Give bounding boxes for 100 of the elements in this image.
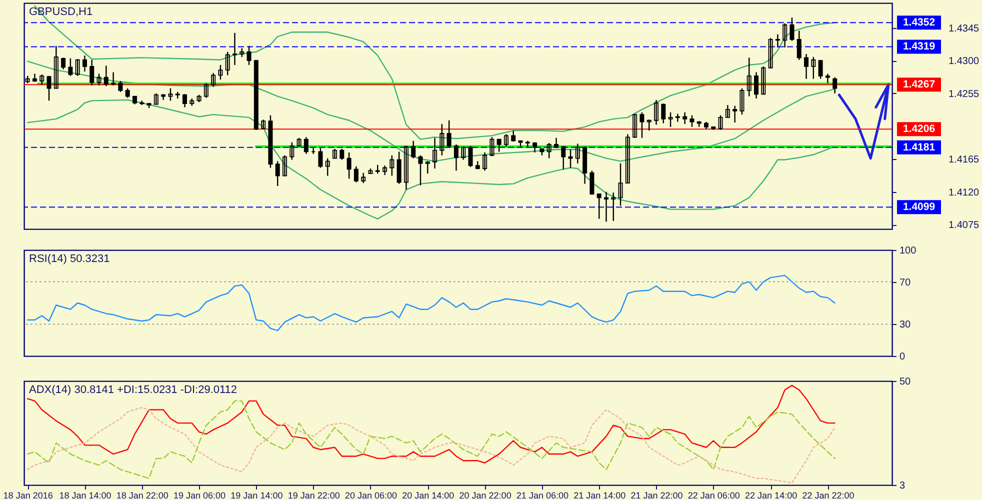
candlestick: [790, 16, 794, 42]
candlestick: [168, 88, 173, 102]
candlestick: [511, 130, 516, 142]
candlestick: [532, 142, 538, 154]
candlestick: [490, 136, 494, 157]
candlestick: [754, 72, 759, 100]
x-tick-label: 21 Jan 06:00: [516, 490, 568, 500]
line-series: [26, 274, 836, 332]
candlestick: [432, 137, 438, 170]
candlestick: [404, 145, 408, 190]
x-tick-label: 19 Jan 14:00: [230, 490, 283, 500]
candlestick: [782, 22, 788, 48]
candlestick: [575, 143, 580, 164]
y-tick-label: 3: [900, 480, 906, 492]
x-tick-label: 18 Jan 14:00: [59, 490, 112, 500]
candlestick: [825, 73, 830, 84]
ref-line-label: 1.4206: [902, 123, 936, 136]
line-series: [26, 384, 836, 464]
y-tick-label: 0: [900, 352, 906, 362]
y-tick-label: 1.4075: [948, 220, 980, 232]
x-tick-label: 19 Jan 22:00: [288, 490, 340, 500]
candlestick: [832, 76, 838, 94]
y-tick-label: 30: [900, 320, 912, 331]
candlestick: [354, 166, 358, 183]
candlestick: [618, 162, 623, 206]
y-tick-label: 1.4165: [948, 154, 980, 166]
candlestick: [111, 72, 116, 86]
candlestick: [590, 170, 594, 196]
candlestick: [604, 191, 608, 222]
candlestick: [725, 104, 730, 118]
candlestick: [390, 154, 394, 176]
x-tick-label: 18 Jan 22:00: [116, 490, 168, 500]
candlestick: [304, 136, 308, 155]
candlestick: [561, 146, 566, 170]
candlestick: [818, 59, 823, 80]
candlestick: [96, 73, 102, 86]
candlestick: [611, 192, 616, 222]
x-tick-label: 20 Jan 14:00: [402, 490, 454, 500]
ref-line-label: 1.4352: [902, 16, 936, 29]
candlestick: [768, 37, 773, 68]
candlestick: [546, 142, 552, 159]
candlestick: [525, 140, 530, 148]
candlestick: [446, 120, 452, 148]
candlestick: [104, 65, 108, 87]
candlestick: [332, 148, 338, 159]
candlestick: [361, 172, 366, 184]
candlestick: [732, 105, 738, 124]
y-tick-label: 1.4345: [948, 23, 980, 34]
candlestick: [482, 152, 488, 172]
candlestick: [682, 112, 688, 125]
ref-line-label: 1.4181: [902, 141, 936, 154]
candlestick: [504, 134, 508, 148]
candlestick: [318, 147, 323, 168]
candlestick: [761, 66, 766, 95]
candlestick: [796, 30, 802, 60]
candlestick: [396, 151, 402, 184]
candlestick: [211, 72, 216, 88]
candlestick: [718, 114, 723, 130]
candlestick: [46, 75, 52, 102]
candlestick: [61, 57, 66, 70]
candlestick: [118, 80, 123, 93]
y-tick-label: 100: [900, 246, 917, 256]
candlestick: [204, 82, 208, 98]
candlestick: [804, 53, 809, 80]
candlestick: [690, 114, 694, 128]
chart-title: ADX(14) 30.8141 +DI:15.0231 -DI:29.0112: [29, 384, 238, 396]
candlestick: [661, 103, 666, 124]
candlestick: [75, 58, 80, 77]
y-tick-label: 1.4255: [948, 88, 980, 100]
x-tick-label: 22 Jan 14:00: [745, 490, 798, 500]
candlestick: [54, 45, 58, 89]
candlestick: [68, 58, 73, 77]
y-tick-label: 1.4300: [948, 56, 980, 68]
candlestick: [632, 113, 638, 138]
candlestick: [568, 148, 573, 168]
candlestick: [218, 64, 223, 80]
candlestick: [811, 56, 816, 80]
x-tick-label: 22 Jan 22:00: [802, 490, 854, 500]
x-tick-label: 22 Jan 06:00: [688, 490, 740, 500]
candlestick: [646, 119, 652, 132]
candlestick: [596, 193, 602, 220]
x-tick-label: 21 Jan 14:00: [574, 490, 626, 500]
candlestick: [668, 112, 673, 128]
candlestick: [425, 160, 430, 174]
candlestick: [746, 57, 752, 97]
candlestick: [261, 119, 266, 130]
y-tick-label: 70: [900, 277, 912, 288]
x-tick-label: 21 Jan 22:00: [630, 490, 683, 500]
ref-line-label: 1.4267: [902, 78, 936, 91]
candlestick: [454, 144, 458, 172]
candlestick: [346, 152, 352, 180]
candlestick: [461, 146, 466, 160]
chart-title: RSI(14) 50.3231: [29, 253, 110, 265]
ref-line-label: 1.4319: [902, 40, 936, 53]
candlestick: [325, 158, 330, 176]
candlestick: [554, 137, 558, 149]
candlestick: [411, 140, 416, 159]
candlestick: [154, 92, 158, 105]
candlestick: [468, 145, 473, 168]
candlestick: [82, 54, 87, 72]
